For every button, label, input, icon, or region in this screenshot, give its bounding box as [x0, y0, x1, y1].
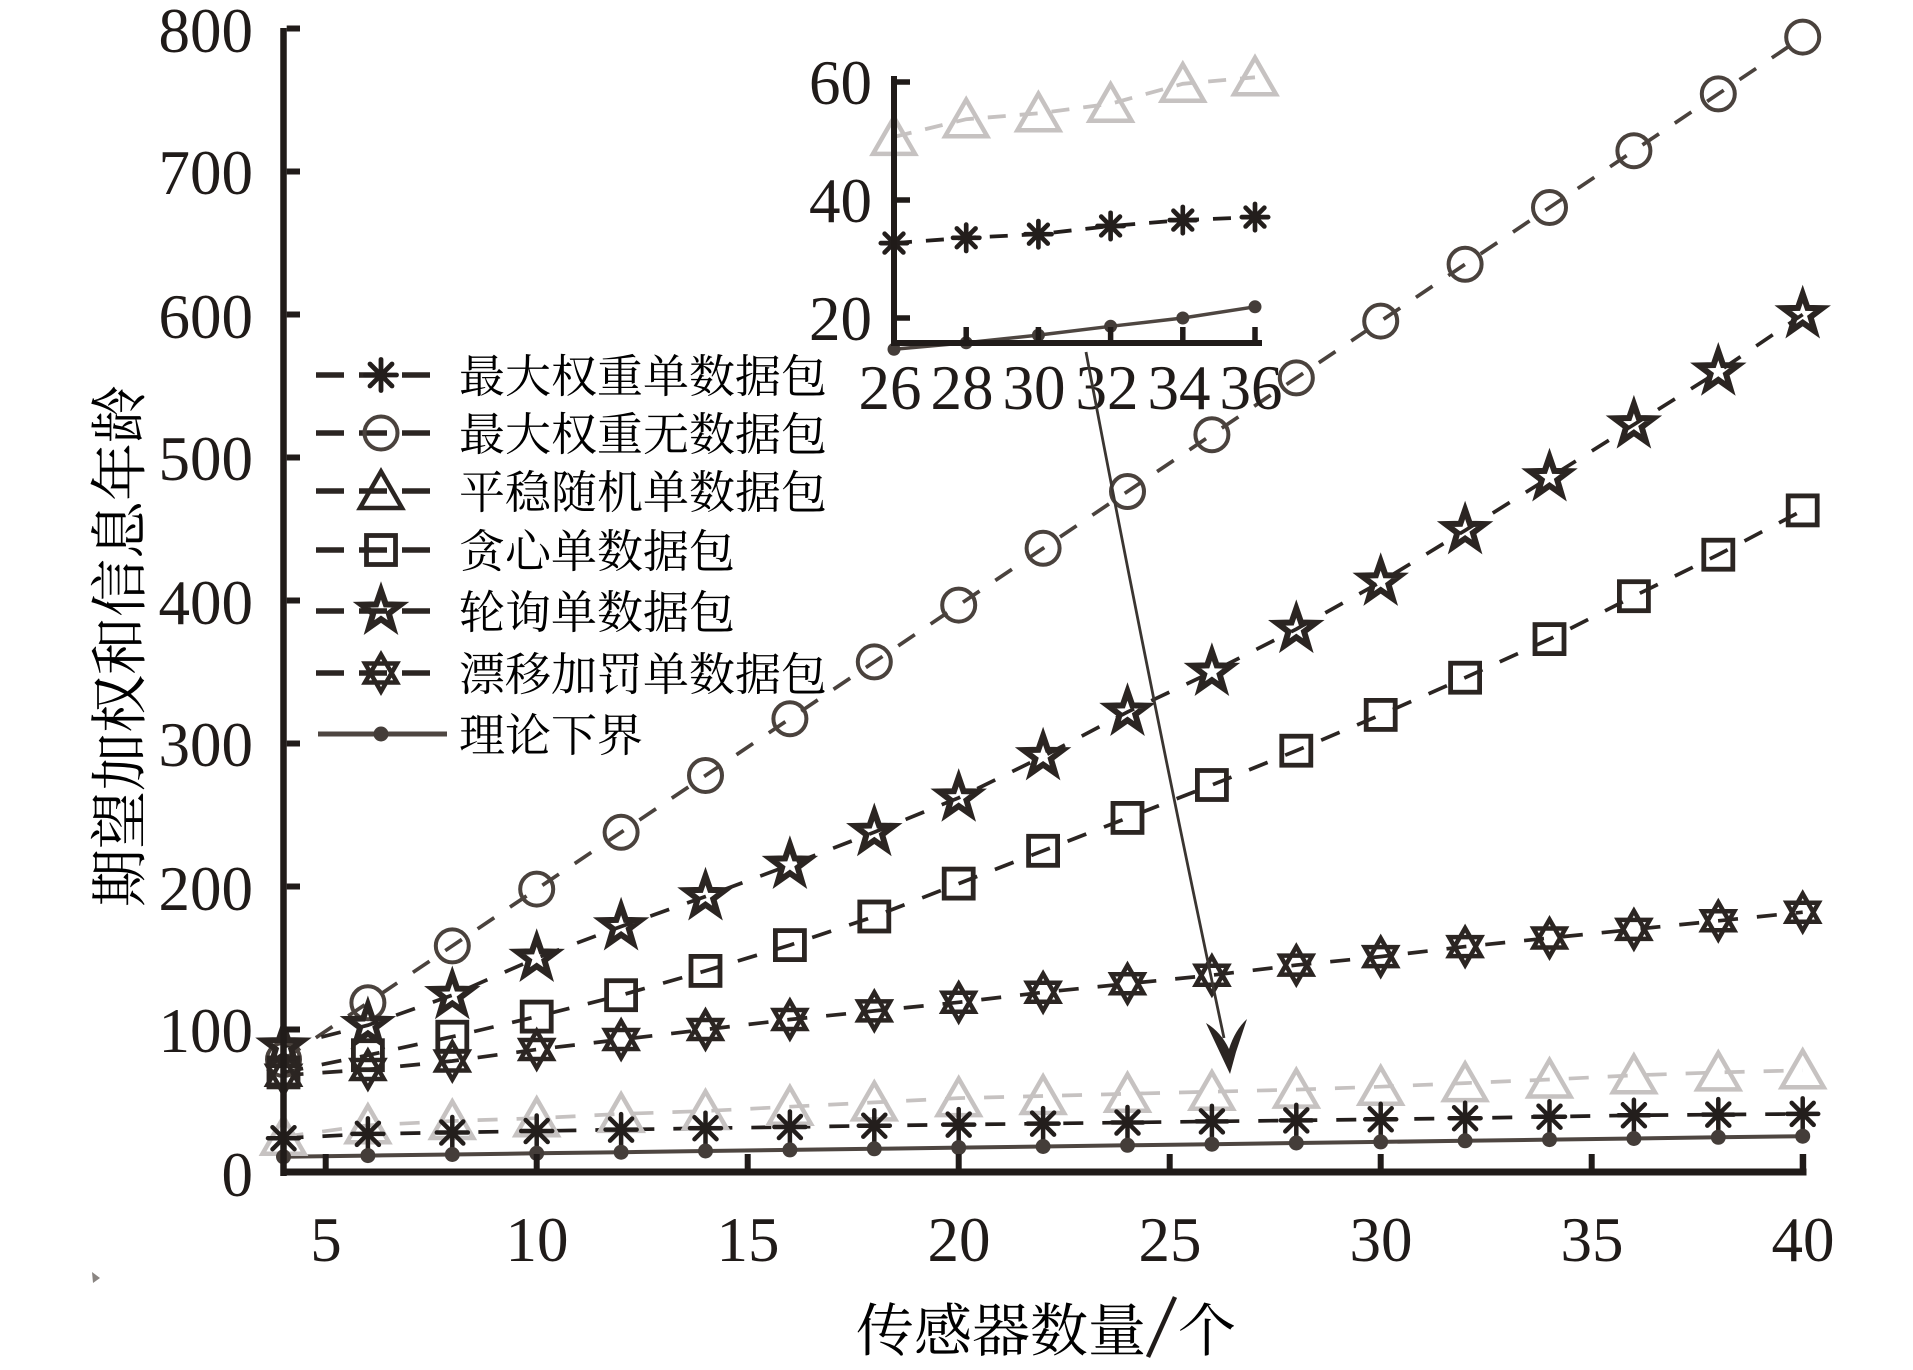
svg-text:0: 0	[222, 1140, 254, 1210]
svg-text:10: 10	[506, 1205, 569, 1275]
svg-text:40: 40	[809, 166, 872, 236]
svg-text:36: 36	[1220, 353, 1283, 423]
svg-text:60: 60	[809, 48, 872, 118]
svg-text:30: 30	[1350, 1205, 1413, 1275]
svg-text:15: 15	[717, 1205, 780, 1275]
svg-text:200: 200	[159, 854, 254, 924]
svg-text:20: 20	[928, 1205, 991, 1275]
svg-text:34: 34	[1148, 353, 1211, 423]
svg-text:100: 100	[159, 996, 254, 1066]
svg-text:5: 5	[310, 1205, 342, 1275]
svg-text:400: 400	[159, 568, 254, 638]
svg-text:800: 800	[159, 0, 254, 66]
svg-text:500: 500	[159, 424, 254, 494]
svg-text:32: 32	[1076, 353, 1139, 423]
svg-text:25: 25	[1139, 1205, 1202, 1275]
svg-text:35: 35	[1561, 1205, 1624, 1275]
svg-text:20: 20	[809, 284, 872, 354]
svg-text:30: 30	[1003, 353, 1066, 423]
svg-text:40: 40	[1772, 1205, 1835, 1275]
svg-text:300: 300	[159, 710, 254, 780]
svg-text:28: 28	[931, 353, 994, 423]
svg-text:26: 26	[859, 353, 922, 423]
svg-text:600: 600	[159, 282, 254, 352]
svg-text:700: 700	[159, 138, 254, 208]
